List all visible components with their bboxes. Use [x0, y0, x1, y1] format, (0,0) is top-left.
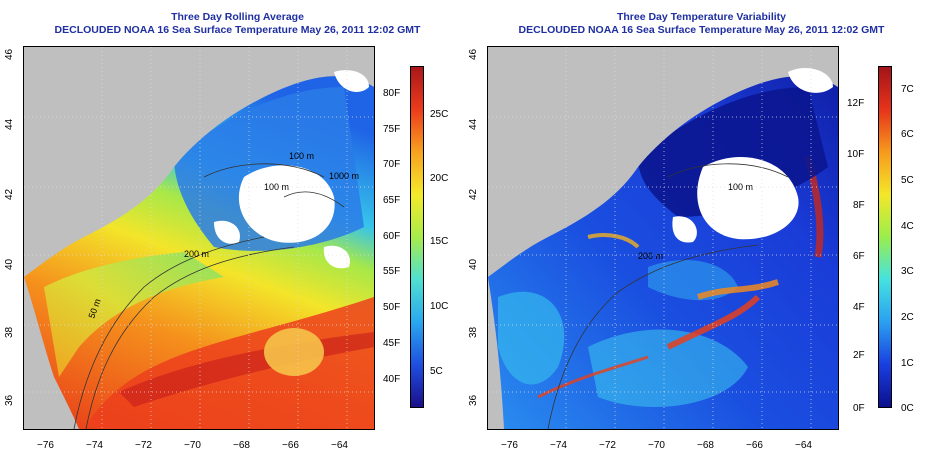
colorbar-celsius-label: 3C	[901, 266, 914, 277]
land-mass-south	[488, 277, 504, 429]
x-tick-label: −66	[282, 440, 299, 451]
colorbar-fahrenheit-label: 75F	[383, 124, 401, 135]
x-tick-label: −68	[233, 440, 250, 451]
colorbar-fahrenheit-label: 80F	[383, 88, 401, 99]
colorbar-fahrenheit-label: 50F	[383, 302, 401, 313]
depth-contour	[667, 163, 789, 178]
land-mass	[488, 47, 838, 277]
colorbar-celsius-label: 1C	[901, 358, 914, 369]
colorbar-celsius-label: 4C	[901, 221, 914, 232]
colorbar-celsius-label: 15C	[430, 236, 449, 247]
colorbar-fahrenheit-label: 12F	[847, 98, 865, 109]
x-tick-label: −76	[37, 440, 54, 451]
variability-patch	[498, 291, 565, 385]
colorbar-celsius-label: 6C	[901, 129, 914, 140]
depth-contour	[547, 244, 759, 429]
sst-average-panel: Three Day Rolling Average DECLOUDED NOAA…	[4, 11, 449, 451]
high-variability-streak	[537, 355, 649, 399]
right-title-line2: DECLOUDED NOAA 16 Sea Surface Temperatur…	[518, 24, 885, 36]
sst-average-map-graphic: 50 m 200 m 100 m 100 m 1000 m	[24, 47, 374, 429]
colorbar-celsius-label: 0C	[901, 403, 914, 414]
colorbar-celsius-label: 25C	[430, 109, 449, 120]
x-tick-label: −72	[599, 440, 616, 451]
high-variability-streak	[697, 279, 779, 300]
contour-label: 200 m	[184, 249, 209, 259]
colorbar-celsius-label: 5C	[901, 175, 914, 186]
colorbar-fahrenheit-label: 0F	[853, 403, 865, 414]
colorbar-fahrenheit-label: 6F	[853, 251, 865, 262]
x-tick-label: −64	[795, 440, 812, 451]
depth-contour	[73, 236, 265, 429]
contour-label: 100 m	[289, 151, 314, 161]
cloud-patch	[323, 245, 350, 269]
x-tick-label: −70	[648, 440, 665, 451]
colorbar-fahrenheit-label: 4F	[853, 302, 865, 313]
y-tick-label: 44	[4, 118, 15, 130]
warm-core-eddy	[264, 328, 324, 376]
sst-variability-map-graphic: 200 m 100 m	[488, 47, 838, 429]
shelf-water	[44, 252, 224, 377]
x-tick-label: −74	[550, 440, 567, 451]
y-tick-label: 36	[4, 394, 15, 406]
sst-variability-panel: Three Day Temperature Variability DECLOU…	[465, 0, 950, 475]
right-title-line1: Three Day Temperature Variability	[616, 11, 787, 23]
left-title-line1: Three Day Rolling Average	[171, 11, 304, 23]
colorbar-celsius-label: 2C	[901, 312, 914, 323]
land-mass	[24, 47, 374, 277]
colorbar-fahrenheit-label: 2F	[853, 350, 865, 361]
colorbar-fahrenheit-label: 65F	[383, 195, 401, 206]
y-tick-label: 46	[468, 48, 479, 60]
sst-average-map: 50 m 200 m 100 m 100 m 1000 m	[23, 46, 375, 430]
colorbar-fahrenheit-label: 55F	[383, 266, 401, 277]
contour-label: 200 m	[638, 251, 663, 261]
variability-patch	[588, 329, 748, 407]
x-tick-label: −64	[331, 440, 348, 451]
y-tick-label: 42	[468, 188, 479, 200]
colorbar-fahrenheit-label: 45F	[383, 338, 401, 349]
cloud-patch	[334, 70, 369, 92]
depth-contour	[85, 246, 295, 429]
y-tick-label: 40	[468, 258, 479, 270]
colorbar-celsius-label: 7C	[901, 84, 914, 95]
y-tick-label: 38	[4, 326, 15, 338]
high-variability-streak	[587, 233, 640, 249]
high-variability-streak	[666, 294, 761, 350]
contour-label: 1000 m	[329, 171, 359, 181]
x-tick-label: −76	[501, 440, 518, 451]
depth-contour	[283, 191, 345, 208]
y-tick-label: 46	[4, 48, 15, 60]
x-tick-label: −72	[135, 440, 152, 451]
left-title-line2: DECLOUDED NOAA 16 Sea Surface Temperatur…	[54, 24, 421, 36]
depth-contour	[203, 163, 325, 178]
cloud-patch	[788, 67, 833, 93]
colorbar-fahrenheit-label: 60F	[383, 231, 401, 242]
colorbar-fahrenheit-label: 8F	[853, 200, 865, 211]
y-tick-label: 36	[468, 394, 479, 406]
colorbar-fahrenheit-label: 70F	[383, 159, 401, 170]
colorbar-celsius-label: 10C	[430, 301, 449, 312]
colorbar-fahrenheit-label: 10F	[847, 149, 865, 160]
colorbar-fahrenheit-label: 40F	[383, 374, 401, 385]
x-tick-label: −70	[184, 440, 201, 451]
y-tick-label: 38	[468, 326, 479, 338]
y-tick-label: 44	[468, 118, 479, 130]
y-tick-label: 40	[4, 258, 15, 270]
x-tick-label: −66	[746, 440, 763, 451]
cloud-patch	[214, 220, 240, 244]
cloud-patch	[697, 157, 799, 240]
colorbar-celsius-label: 5C	[430, 366, 443, 377]
colorbar-celsius-label: 20C	[430, 173, 449, 184]
land-mass-south	[24, 277, 79, 429]
cloud-patch	[672, 216, 697, 243]
variability-colorbar	[878, 66, 892, 408]
cloud-patch	[238, 165, 335, 243]
x-tick-label: −74	[86, 440, 103, 451]
x-tick-label: −68	[697, 440, 714, 451]
sst-colorbar	[410, 66, 424, 408]
y-tick-label: 42	[4, 188, 15, 200]
sst-variability-map: 200 m 100 m	[487, 46, 839, 430]
